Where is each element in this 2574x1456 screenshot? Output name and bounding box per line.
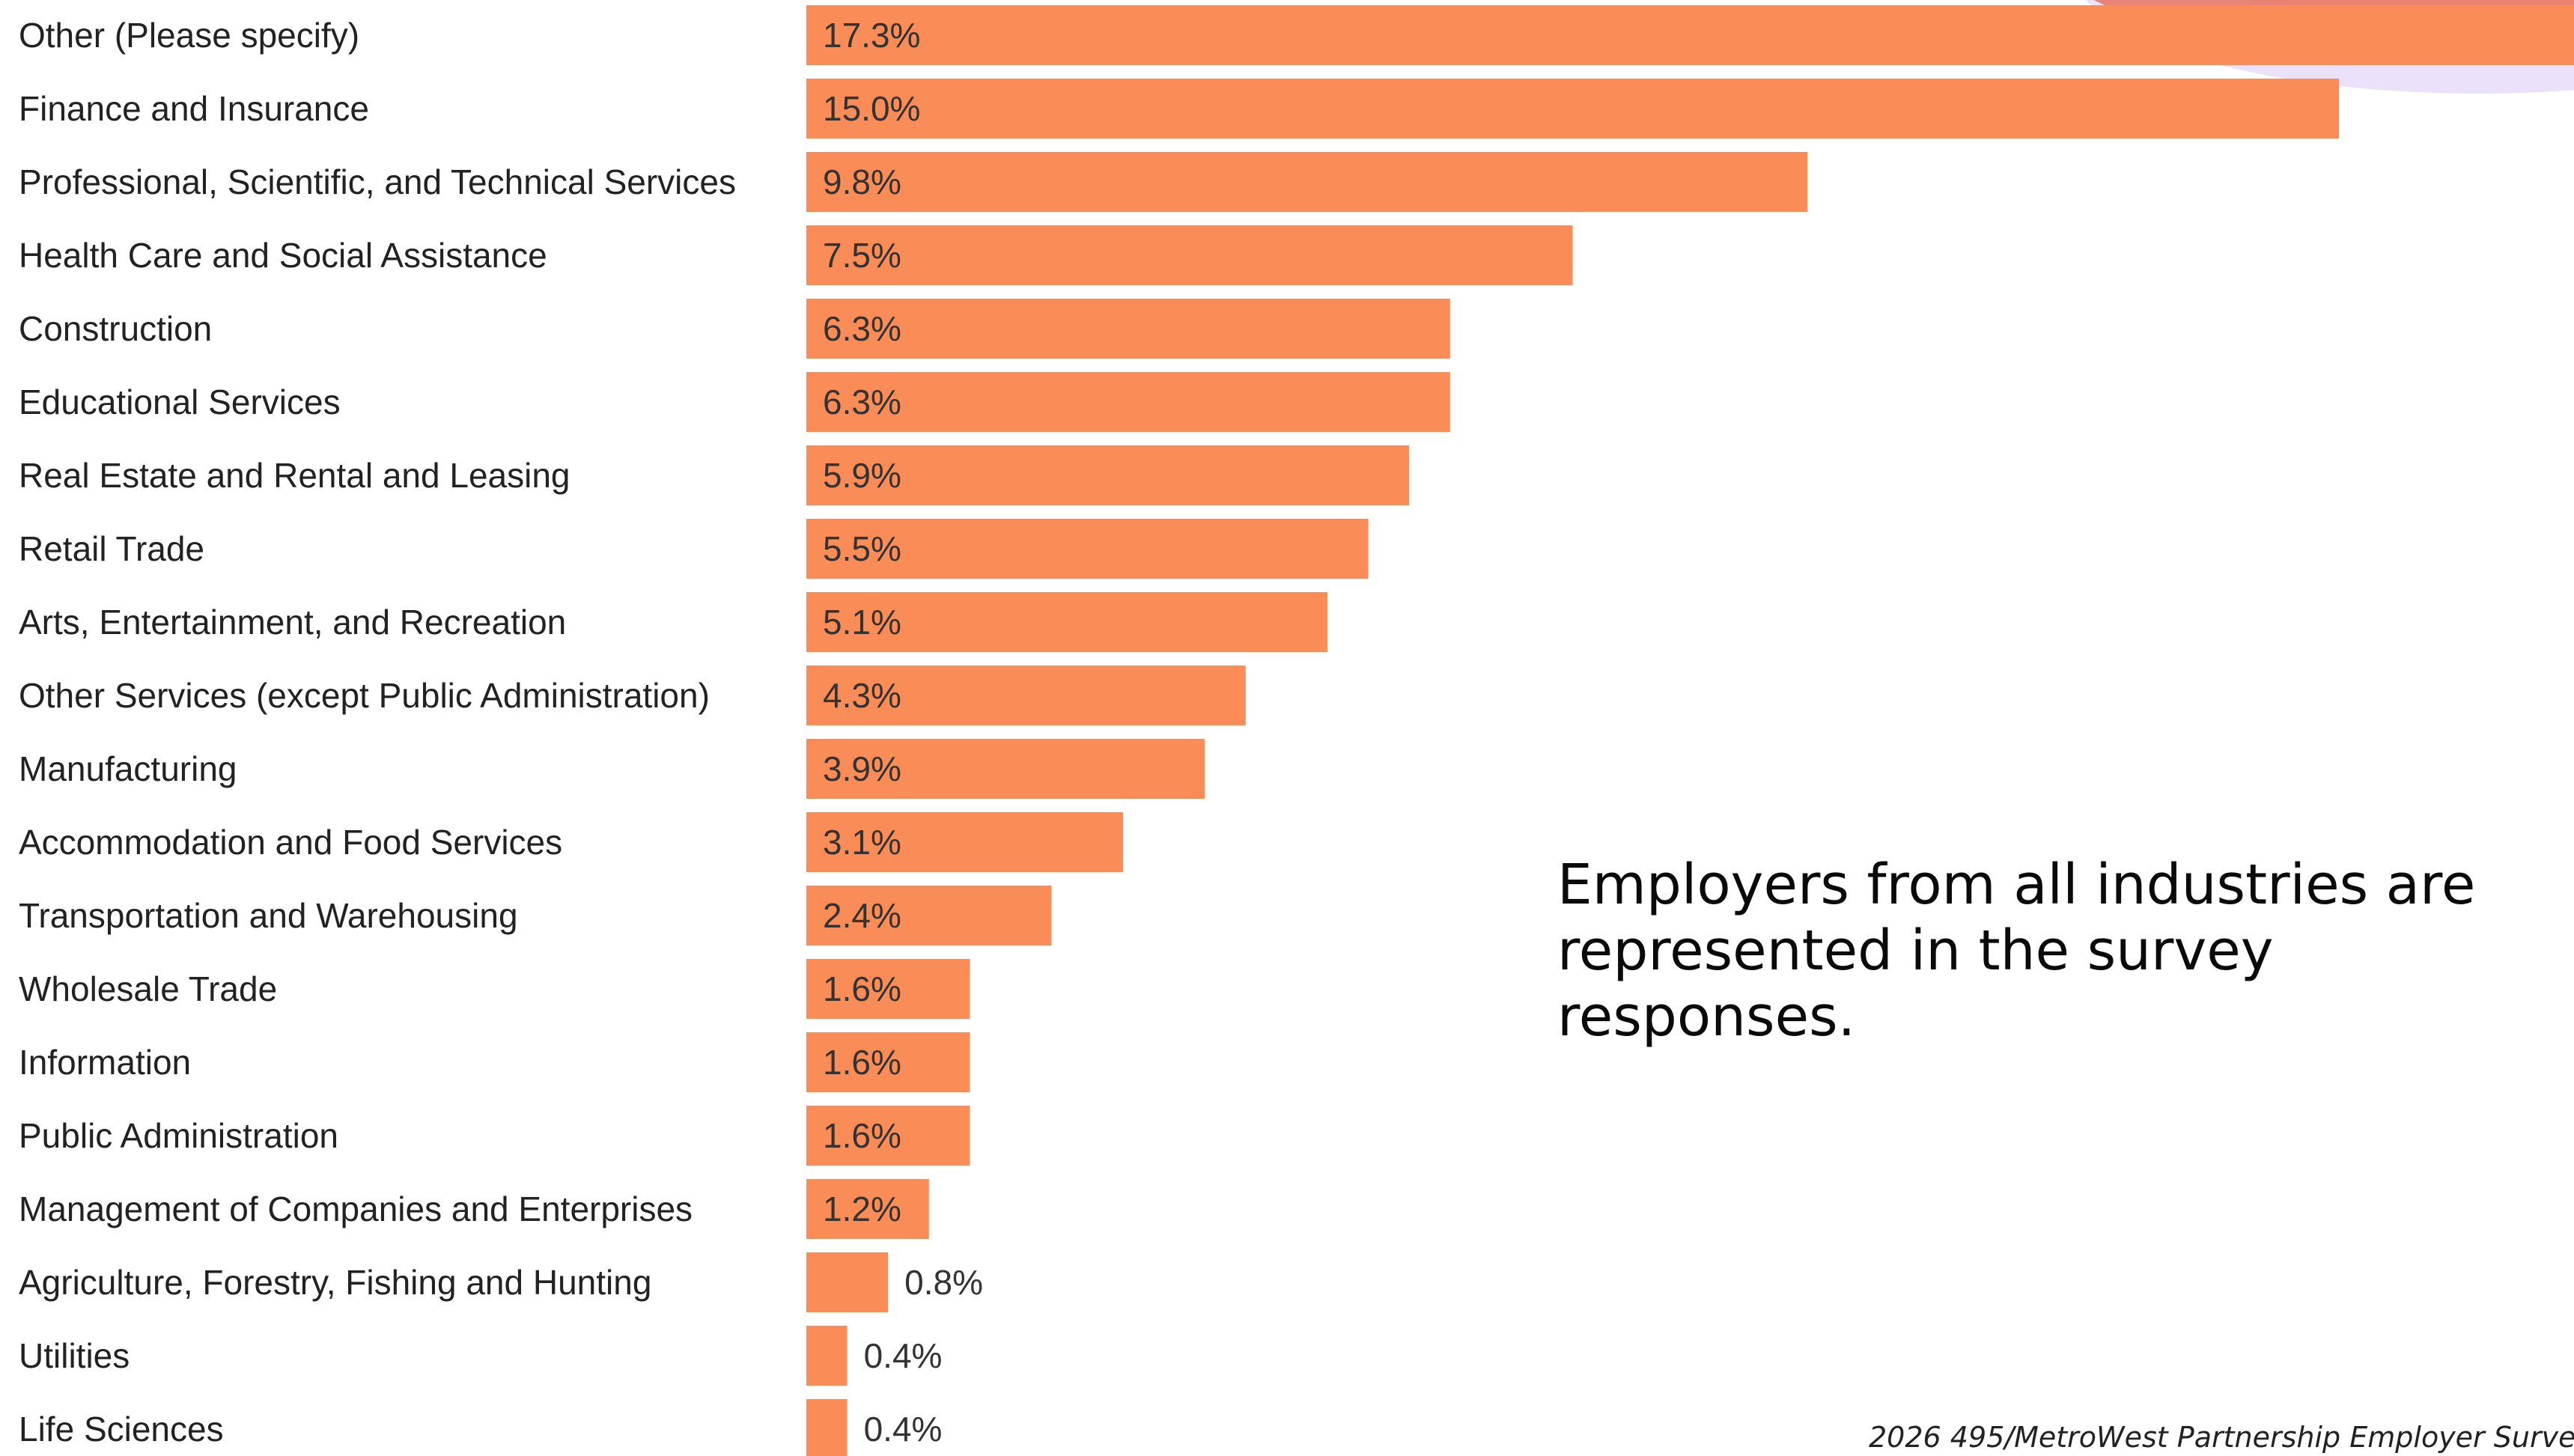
category-label-8: Arts, Entertainment, and Recreation xyxy=(19,603,566,642)
category-label-14: Information xyxy=(19,1043,191,1082)
bar-6 xyxy=(806,445,1410,505)
category-label-10: Manufacturing xyxy=(19,749,237,788)
bar-9 xyxy=(806,665,1246,725)
value-label-6: 5.9% xyxy=(823,456,901,495)
value-label-2: 9.8% xyxy=(823,162,901,201)
category-label-11: Accommodation and Food Services xyxy=(19,823,562,862)
bar-12 xyxy=(806,886,1052,945)
survey-footer-note: 2026 495/MetroWest Partnership Employer … xyxy=(1869,1421,2574,1454)
category-label-18: Utilities xyxy=(19,1336,130,1375)
category-label-16: Management of Companies and Enterprises xyxy=(19,1190,693,1228)
value-labels-group: 17.3% 15.0% 9.8% 7.5% 6.3% 6.3% 5.9% 5.5% 5.1% 4.… xyxy=(823,16,983,1449)
bar-1 xyxy=(806,79,2340,138)
value-label-4: 6.3% xyxy=(823,309,901,348)
bar-7 xyxy=(806,519,1369,579)
value-label-7: 5.5% xyxy=(823,529,901,568)
category-label-15: Public Administration xyxy=(19,1116,338,1155)
bar-18 xyxy=(806,1326,848,1386)
bar-13 xyxy=(806,959,970,1019)
category-label-7: Retail Trade xyxy=(19,529,204,568)
value-label-1: 15.0% xyxy=(823,89,920,128)
bar-14 xyxy=(806,1032,970,1092)
value-label-9: 4.3% xyxy=(823,676,901,715)
category-label-1: Finance and Insurance xyxy=(19,89,369,128)
bars-group xyxy=(806,5,2574,1456)
value-label-13: 1.6% xyxy=(823,969,901,1008)
value-label-16: 1.2% xyxy=(823,1190,901,1228)
category-label-0: Other (Please specify) xyxy=(19,16,359,55)
value-label-0: 17.3% xyxy=(823,16,920,55)
bar-5 xyxy=(806,372,1450,432)
category-label-5: Educational Services xyxy=(19,383,341,421)
category-label-12: Transportation and Warehousing xyxy=(19,896,518,935)
category-label-4: Construction xyxy=(19,309,212,348)
value-label-5: 6.3% xyxy=(823,383,901,421)
category-label-3: Health Care and Social Assistance xyxy=(19,236,547,275)
category-label-17: Agriculture, Forestry, Fishing and Hunti… xyxy=(19,1263,651,1302)
bar-19 xyxy=(806,1399,848,1456)
bar-0 xyxy=(806,5,2574,65)
value-label-14: 1.6% xyxy=(823,1043,901,1082)
value-label-12: 2.4% xyxy=(823,896,901,935)
bar-2 xyxy=(806,152,1808,212)
value-label-8: 5.1% xyxy=(823,603,901,642)
category-label-13: Wholesale Trade xyxy=(19,969,277,1008)
category-label-9: Other Services (except Public Administra… xyxy=(19,676,710,715)
bar-3 xyxy=(806,225,1573,285)
bar-8 xyxy=(806,592,1327,652)
value-label-17: 0.8% xyxy=(904,1263,983,1302)
bar-17 xyxy=(806,1252,889,1312)
value-label-15: 1.6% xyxy=(823,1116,901,1155)
value-label-10: 3.9% xyxy=(823,749,901,788)
bar-4 xyxy=(806,299,1450,359)
bar-10 xyxy=(806,739,1205,799)
value-label-18: 0.4% xyxy=(864,1336,943,1375)
category-label-6: Real Estate and Rental and Leasing xyxy=(19,456,571,495)
value-label-11: 3.1% xyxy=(823,823,901,862)
value-label-3: 7.5% xyxy=(823,236,901,275)
bar-16 xyxy=(806,1179,929,1239)
value-label-19: 0.4% xyxy=(864,1410,943,1449)
slide-headline: Employers from all industries are repres… xyxy=(1557,853,2476,1049)
category-label-19: Life Sciences xyxy=(19,1410,224,1449)
bar-11 xyxy=(806,812,1124,872)
bar-15 xyxy=(806,1106,970,1166)
category-labels-group: Other (Please specify) Finance and Insura… xyxy=(19,16,736,1449)
category-label-2: Professional, Scientific, and Technical … xyxy=(19,162,736,201)
